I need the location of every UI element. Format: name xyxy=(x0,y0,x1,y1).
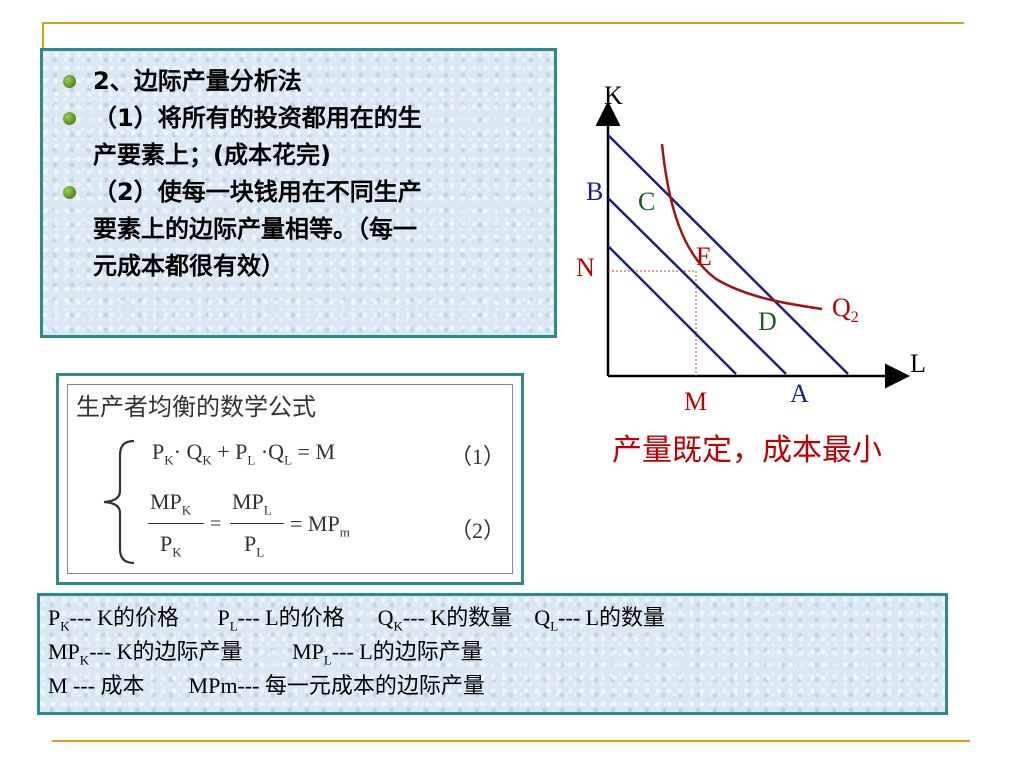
bullet-text: （1）将所有的投资都用在的生 xyxy=(93,104,422,132)
isocost-line-top xyxy=(607,134,849,375)
bullet-list: 2、边际产量分析法 （1）将所有的投资都用在的生 产要素上；(成本花完) （2）使… xyxy=(43,51,554,285)
bullet-text: 元成本都很有效） xyxy=(93,252,285,280)
equation-2-rhs: = MPm xyxy=(290,511,350,540)
definitions-line-1: PK--- K的价格 PL--- L的价格 QK--- K的数量 QL--- L… xyxy=(48,605,666,634)
equation-1: PK· QK + PL ·QL = M xyxy=(152,439,335,468)
bullet-item: （1）将所有的投资都用在的生 产要素上；(成本花完) xyxy=(63,100,536,174)
formula-box: 生产者均衡的数学公式 PK· QK + PL ·QL = M （1） MPK P… xyxy=(56,373,524,585)
bullet-text: 2、边际产量分析法 xyxy=(93,67,302,95)
fraction-mpl-denominator: PL xyxy=(244,531,265,560)
brace-icon xyxy=(103,439,135,565)
point-label-d: D xyxy=(758,307,777,336)
formula-inner: 生产者均衡的数学公式 PK· QK + PL ·QL = M （1） MPK P… xyxy=(67,384,513,574)
k-axis-label: K xyxy=(604,81,623,110)
point-label-n: N xyxy=(576,253,595,282)
bullet-text: 要素上的边际产量相等。（每一 xyxy=(93,215,417,243)
top-rule-tick xyxy=(42,22,44,48)
bullet-item: （2）使每一块钱用在不同生产 要素上的边际产量相等。（每一 元成本都很有效） xyxy=(63,174,536,285)
bullet-item: 2、边际产量分析法 xyxy=(63,63,536,100)
isoquant-curve xyxy=(660,143,823,311)
formula-title: 生产者均衡的数学公式 xyxy=(76,393,316,421)
point-label-a: A xyxy=(790,379,809,408)
isocost-isoquant-diagram: K L B C N E D Q2 M A xyxy=(576,81,926,416)
isocost-line-n xyxy=(607,245,737,375)
point-label-b: B xyxy=(586,177,603,206)
equals-sign: = xyxy=(210,513,222,535)
equation-2-number: （2） xyxy=(450,518,506,543)
fraction-bar xyxy=(148,523,204,524)
point-label-e: E xyxy=(696,242,712,271)
fraction-mpk-denominator: PK xyxy=(160,531,182,560)
fraction-mpk-numerator: MPK xyxy=(150,489,192,518)
bullet-text: 产要素上；(成本花完) xyxy=(93,141,331,169)
fraction-bar xyxy=(230,523,284,524)
equation-1-number: （1） xyxy=(450,444,506,469)
definitions-panel: PK--- K的价格 PL--- L的价格 QK--- K的数量 QL--- L… xyxy=(37,593,948,715)
bullet-text: （2）使每一块钱用在不同生产 xyxy=(93,178,422,206)
isocost-line-b xyxy=(607,197,787,375)
definitions-line-3: M --- 成本 MPm--- 每一元成本的边际产量 xyxy=(48,673,485,698)
bottom-rule xyxy=(52,740,970,742)
point-label-m: M xyxy=(684,387,707,416)
curve-label-q2: Q2 xyxy=(832,293,859,326)
diagram-caption: 产量既定，成本最小 xyxy=(612,433,882,468)
top-rule xyxy=(42,22,964,24)
fraction-mpl-numerator: MPL xyxy=(232,489,272,518)
bullet-panel: 2、边际产量分析法 （1）将所有的投资都用在的生 产要素上；(成本花完) （2）使… xyxy=(40,48,557,338)
definitions-line-2: MPK--- K的边际产量 MPL--- L的边际产量 xyxy=(48,639,483,668)
l-axis-label: L xyxy=(910,349,926,378)
point-label-c: C xyxy=(638,187,655,216)
